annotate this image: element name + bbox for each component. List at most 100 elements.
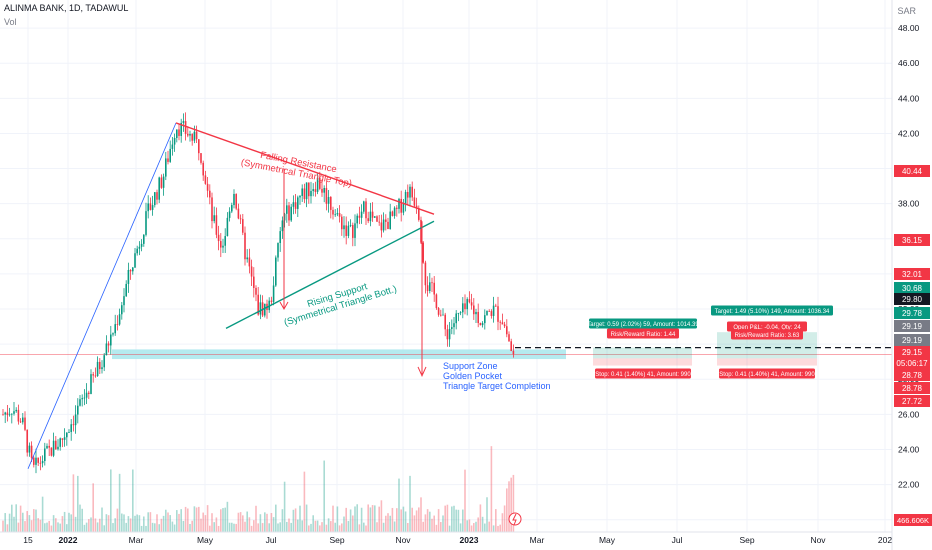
candle-body [173,137,176,145]
candle-body [481,323,484,326]
volume-bar [431,518,433,532]
volume-bar [382,522,385,532]
candle-body [308,182,310,197]
candle-body [389,211,391,230]
volume-legend: Vol [4,17,17,27]
position1-target-label: Target: 0.59 (2.02%) 59, Amount: 1014.39 [587,322,699,328]
price-label: 29.78 [902,309,923,318]
time-tick-label: 2022 [59,535,78,545]
volume-bar [334,522,336,532]
volume-bar [41,496,44,532]
price-tick-label: 26.00 [898,409,920,419]
volume-bar [167,512,169,532]
price-label-bg [894,234,930,246]
candle-body [50,447,53,456]
candle-body [74,414,77,426]
price-label-bg [894,307,930,319]
candle-body [118,314,121,325]
price-label: 28.78 [902,384,923,393]
volume-bar [99,518,101,532]
volume-bar [81,508,83,532]
candle-body [195,131,198,140]
price-tick-label: 38.00 [898,199,920,209]
volume-bar [101,507,103,532]
position1-rr-label: Risk/Reward Ratio: 1.44 [611,332,676,338]
candle-body [455,313,457,324]
volume-bar [404,511,407,532]
candle-body [365,201,367,219]
candle-body [37,457,39,463]
volume-bar [365,525,367,532]
volume-bar [303,471,306,532]
candle-body [22,417,24,423]
volume-bar [44,523,46,532]
candle-body [290,206,292,221]
position2-target-label-bg [711,305,833,316]
volume-bar [171,521,174,532]
candle-body [409,186,411,198]
volume-bar [242,515,244,532]
candle-body [209,190,211,198]
volume-bar [94,518,97,532]
candle-body [330,197,332,210]
volume-bar [127,516,130,532]
candle-body [464,303,466,310]
candle-body [336,213,339,215]
volume-bar [266,513,268,532]
volume-bar [363,522,365,532]
candle-body [255,287,257,295]
volume-bar [327,518,330,532]
volume-bar [57,522,59,532]
time-tick-label: May [599,535,616,545]
volume-bar [292,509,295,532]
support-zone-note: Support Zone [443,361,498,371]
candle-body [294,202,297,209]
volume-bar [473,523,475,532]
time-tick-label: Nov [395,535,411,545]
volume-bar [70,514,72,532]
candle-body [490,311,493,316]
candle-body [279,231,281,244]
candle-body [349,225,352,226]
candle-body [286,205,288,214]
candle-body [391,211,394,216]
volume-bar [448,525,451,532]
volume-bar [426,509,429,532]
currency-label: SAR [897,6,916,16]
candle-body [132,267,134,272]
volume-bar [343,516,345,532]
volume-bar [85,522,88,532]
volume-bar [195,507,198,532]
volume-bar [297,519,299,532]
candle-body [459,312,462,314]
volume-bar [444,505,446,532]
volume-bar [2,520,4,532]
volume-bar [24,521,26,532]
candle-body [257,294,259,315]
rising-support-line [225,220,435,329]
candle-body [165,158,167,177]
volume-bar [138,515,141,532]
volume-bar [4,513,6,532]
volume-bar [453,505,455,532]
position2-target-label: Target: 1.49 (5.10%) 149, Amount: 1036.3… [715,309,830,315]
candle-body [453,323,455,328]
candle-body [488,310,490,312]
volume-bar [28,515,31,532]
volume-bar [226,501,229,532]
volume-bar [112,523,114,532]
volume-bar [162,515,165,532]
candle-body [352,225,354,238]
candle-body [149,203,152,210]
volume-bar [393,521,396,532]
volume-bar [319,525,321,532]
candle-body [283,213,286,221]
volume-bar [356,504,358,532]
volume-bar [437,509,440,532]
candle-body [250,266,253,277]
candle-body [162,176,165,188]
volume-bar [288,518,290,532]
candle-body [48,445,50,448]
candle-body [376,216,378,222]
